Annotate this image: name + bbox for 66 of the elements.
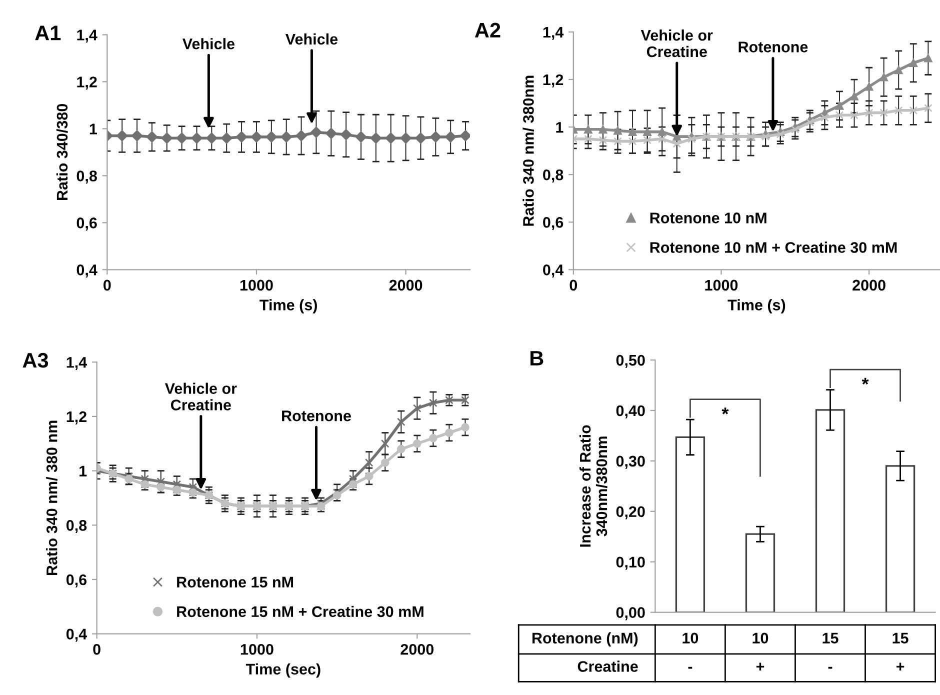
text: + (756, 662, 764, 671)
annotation: Vehicle or Creatine (640, 29, 713, 58)
x-tick-label: 15 (822, 632, 838, 644)
y-tick-label: 1,2 (77, 76, 97, 90)
text: - (688, 666, 692, 669)
legend-label: Rotenone 15 nM + Creatine 30 mM (177, 606, 424, 618)
x-tick-label: 1000 (240, 644, 274, 655)
x-axis-title: Time (sec) (246, 663, 320, 678)
y-tick-label: 0,10 (616, 556, 645, 570)
x-tick-label: 2000 (400, 644, 434, 655)
x-tick-label: 2000 (852, 280, 886, 291)
x-tick-label: 10 (752, 632, 768, 644)
y-axis-title: Increase of Ratio 340nm/380nm (579, 425, 608, 547)
chart-title: A3 (22, 352, 48, 368)
legend-label: Rotenone 10 nM (650, 212, 766, 224)
y-tick-label: 0,4 (543, 264, 564, 278)
y-tick-label: 0,8 (543, 169, 564, 182)
y-tick-label: 1 (90, 124, 98, 134)
legend-label: Rotenone 10 nM + Creatine 30 mM (650, 242, 897, 253)
y-tick-label: 0,40 (616, 405, 645, 418)
y-tick-label: 1,4 (66, 357, 88, 370)
chart-title: A2 (474, 22, 500, 38)
y-tick-label: 1 (556, 122, 564, 133)
y-tick-label: 0,4 (66, 628, 88, 642)
x-tick-label: 10 (682, 632, 698, 644)
x-axis-title: Time (s) (260, 299, 317, 314)
x-tick-label: 0 (93, 644, 100, 655)
y-tick-label: 0,6 (543, 216, 564, 230)
y-tick-label: 0,8 (76, 170, 97, 184)
y-tick-label: 1,2 (543, 74, 564, 88)
legend-label: Rotenone 15 nM (177, 576, 294, 588)
annotation: Rotenone (738, 42, 808, 52)
y-axis-title: Ratio 340 nm/ 380nm (522, 76, 534, 226)
y-tick-label: 0,4 (76, 264, 98, 278)
x-tick-label: 1000 (705, 280, 738, 291)
annotation: * (862, 378, 869, 385)
text: + (896, 662, 904, 671)
y-axis-title: Ratio 340 nm/ 380 nm (46, 420, 58, 576)
y-tick-label: 0,6 (66, 574, 87, 588)
annotation: Rotenone (282, 410, 351, 422)
chart-title: B (530, 351, 544, 366)
y-tick-label: 1,4 (77, 30, 98, 43)
x-axis-title: Time (s) (728, 299, 786, 314)
text: Creatine (578, 660, 638, 672)
y-tick-label: 1,2 (66, 411, 86, 424)
x-tick-label: 15 (892, 632, 908, 644)
y-tick-label: 1 (80, 466, 87, 476)
x-tick-label: 2000 (389, 280, 422, 291)
y-tick-label: 1,4 (543, 26, 564, 40)
annotation: * (722, 408, 729, 414)
x-tick-label: 0 (104, 280, 111, 291)
text: - (828, 666, 832, 669)
y-axis-title: Ratio 340/380 (56, 104, 68, 200)
x-tick-label: 0 (570, 280, 578, 291)
y-tick-label: 0,6 (76, 218, 97, 231)
annotation: Vehicle (182, 38, 235, 50)
y-tick-label: 0,30 (616, 456, 645, 469)
y-tick-label: 0,8 (66, 520, 87, 534)
annotation: Vehicle or Creatine (164, 382, 237, 410)
x-tick-label: 1000 (240, 280, 273, 291)
y-tick-label: 0,20 (616, 506, 645, 520)
y-tick-label: 0,00 (616, 607, 645, 620)
y-tick-label: 0,50 (616, 354, 645, 368)
x-axis-title: Rotenone (nM) (532, 632, 638, 647)
chart-title: A1 (35, 26, 61, 40)
annotation: Vehicle (286, 33, 338, 45)
